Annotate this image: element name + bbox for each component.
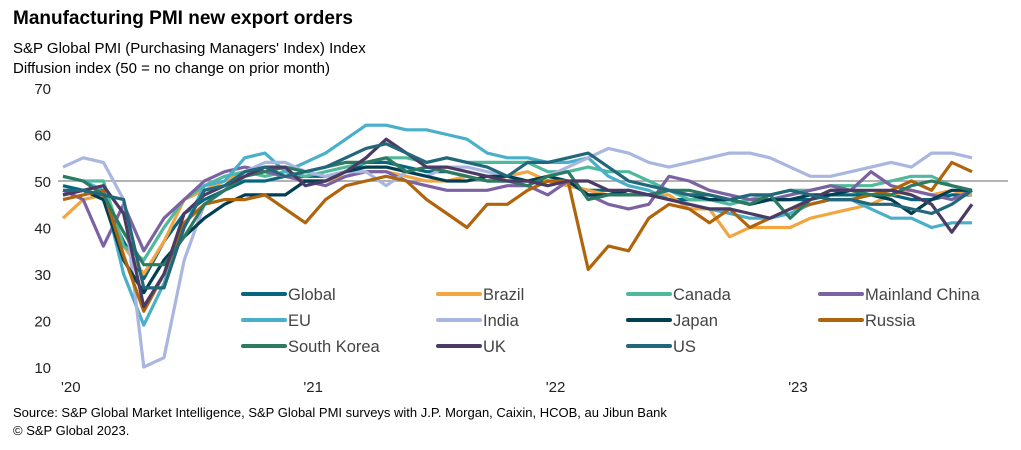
copyright-note: © S&P Global 2023.: [13, 423, 130, 438]
series-line-brazil: [61, 170, 973, 276]
series-line-uk: [62, 137, 974, 309]
series-line-us: [63, 142, 973, 290]
chart-subtitle-2: Diffusion index (50 = no change on prior…: [13, 60, 330, 77]
x-tick-label: '20: [61, 379, 81, 396]
x-tick-label: '21: [303, 379, 323, 396]
legend-label: US: [673, 338, 696, 356]
legend-label: Japan: [673, 312, 718, 330]
series-line-mainland-china: [62, 165, 973, 253]
y-tick-label: 30: [34, 267, 51, 284]
legend-label: South Korea: [288, 338, 381, 356]
legend-label: Canada: [673, 286, 732, 304]
series-line-russia: [62, 160, 973, 313]
legend-label: Brazil: [483, 286, 524, 304]
legend-label: Russia: [865, 312, 916, 330]
legend-label: Mainland China: [865, 286, 980, 304]
legend-label: India: [483, 312, 520, 330]
y-tick-label: 50: [34, 174, 51, 191]
y-tick-label: 40: [34, 221, 51, 238]
chart-subtitle: S&P Global PMI (Purchasing Managers' Ind…: [13, 40, 366, 57]
x-tick-label: '22: [546, 379, 566, 396]
x-tick-label: '23: [788, 379, 808, 396]
legend-label: UK: [483, 338, 506, 356]
chart-title: Manufacturing PMI new export orders: [13, 8, 353, 29]
source-note: Source: S&P Global Market Intelligence, …: [13, 405, 667, 420]
legend-label: EU: [288, 312, 311, 330]
legend-label: Global: [288, 286, 336, 304]
y-tick-label: 60: [34, 128, 51, 145]
y-tick-label: 10: [34, 360, 51, 377]
y-tick-label: 20: [34, 314, 51, 331]
y-tick-label: 70: [34, 81, 51, 98]
